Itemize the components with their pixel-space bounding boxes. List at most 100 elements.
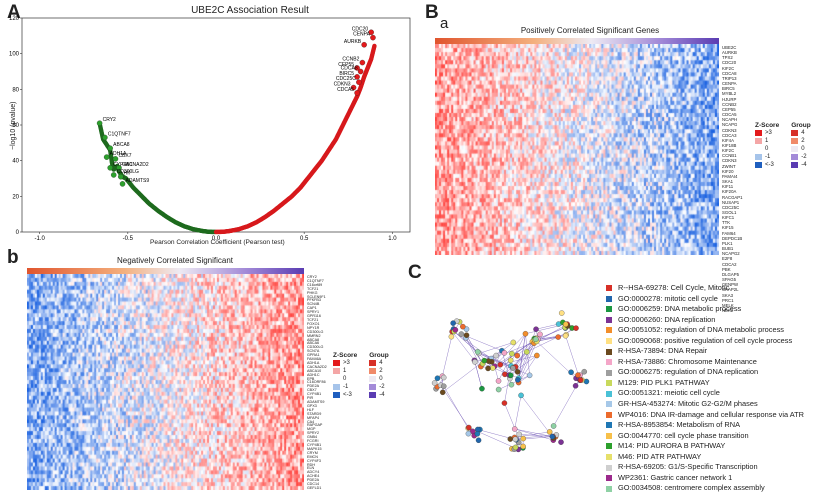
legend-item: M46: PID ATR PATHWAY [606, 452, 804, 463]
network-node [533, 326, 539, 332]
legend-swatch [606, 380, 612, 387]
network-node [511, 426, 518, 432]
gene-label: MYBL2 [722, 91, 737, 97]
chart-title: UBE2C Association Result [191, 5, 309, 16]
gene-label: MAPK15 [307, 446, 322, 451]
gene-label: SGOL1 [722, 210, 737, 215]
legend-swatch [606, 316, 612, 323]
gene-label: RAPGAP [307, 423, 323, 428]
legend-label: GO:0006259: DNA metabolic process [618, 304, 742, 314]
group-label: 4 [379, 360, 383, 366]
gene-label: CDKN3 [722, 158, 737, 164]
legend-swatch [606, 432, 612, 439]
network-node [485, 365, 491, 372]
network-node [508, 381, 515, 388]
x-tick-label: -1.0 [34, 236, 45, 242]
gene-label: CEP55 [722, 106, 736, 112]
group-label: 4 [801, 130, 805, 136]
network-node [520, 435, 527, 442]
gene-label: PHKG [307, 290, 318, 295]
network-node [439, 389, 446, 396]
network-node [522, 330, 529, 337]
x-tick-label: 0.5 [300, 236, 309, 242]
gene-label: PAMAI4 [722, 173, 738, 179]
gene-label: MFAP4 [307, 415, 320, 420]
labeled-point [356, 79, 362, 85]
heatmap-b-legend: Z-Score >3 1 0 -1 <-3 Group 4 2 0 -2 -4 [333, 352, 389, 399]
point-label: CDC20 [352, 26, 369, 32]
network-node [534, 352, 540, 359]
group-label: 2 [801, 138, 805, 144]
x-tick-label: 1.0 [388, 236, 397, 242]
network-node [510, 339, 517, 346]
gene-label: GEFLD1 [307, 485, 322, 490]
legend-label: R-HSA-69205: G1/S-Specific Transcription [618, 462, 758, 472]
zscore-label: >3 [765, 130, 772, 136]
legend-label: M14: PID AURORA B PATHWAY [618, 441, 726, 451]
legend-label: R-HSA-8953854: Metabolism of RNA [618, 420, 740, 430]
gene-label: PRC1 [722, 297, 734, 303]
labeled-point [354, 74, 360, 80]
labeled-point [118, 173, 124, 180]
gene-label: KIF11 [722, 184, 734, 190]
gene-label: CDC20 [722, 60, 737, 66]
network-node [469, 428, 476, 435]
network-node [507, 436, 514, 442]
legend-swatch [606, 295, 612, 302]
y-tick-label: 20 [12, 194, 19, 200]
network-node [512, 436, 519, 443]
labeled-point [359, 59, 366, 66]
y-tick-label: 120 [9, 16, 20, 22]
network-node [516, 431, 522, 438]
y-tick-label: 80 [12, 87, 19, 93]
gene-label: PDE2A [307, 478, 320, 483]
gene-label: TPX2 [722, 55, 733, 61]
gene-label: NCAPG [722, 122, 738, 128]
gene-label: EMCN [307, 454, 318, 459]
point-label: CDKN3 [334, 82, 351, 88]
network-node [479, 385, 485, 392]
legend-label: GO:0051052: regulation of DNA metabolic … [618, 325, 784, 335]
zscore-label: 0 [765, 146, 769, 152]
legend-label: R-HSA-73894: DNA Repair [618, 346, 708, 356]
labeled-point [119, 181, 126, 187]
gene-label: CDC14 [307, 482, 320, 487]
legend-swatch [606, 306, 612, 313]
legend-label: GO:0034508: centromere complex assembly [618, 483, 765, 493]
gene-label: PBK [722, 266, 731, 272]
gene-label: C16ORF86 [307, 380, 326, 385]
heatmap-a-legend: Z-Score >3 1 0 -1 <-3 Group 4 2 0 -2 -4 [755, 122, 811, 169]
gene-label: KIF2C [722, 65, 735, 71]
heatmap-a-title: Positively Correlated Significant Genes [520, 26, 660, 35]
legend-item: R--HSA-69278: Cell Cycle, Mitotic [606, 283, 804, 294]
point-label: CENPA [353, 32, 371, 38]
point-label: ADAMTS9 [126, 178, 150, 184]
legend-swatch [606, 475, 612, 482]
network-node [508, 372, 514, 379]
legend-label: GO:0090068: positive regulation of cell … [618, 335, 793, 345]
legend-label: GO:0051321: meiotic cell cycle [618, 388, 720, 398]
gene-label: KIF20A [722, 189, 737, 195]
group-label: 2 [379, 368, 383, 374]
gene-label: KIF20 [722, 168, 734, 174]
gene-label: SPRY2 [307, 431, 320, 436]
data-point [372, 43, 377, 49]
legend-item: GO:0006259: DNA metabolic process [606, 304, 804, 315]
point-label: CACNA2D2 [122, 162, 149, 168]
x-tick-label: 0.0 [212, 236, 221, 242]
legend-label: GO:0006260: DNA replication [618, 314, 716, 324]
labeled-point [354, 65, 360, 71]
gene-label: KIF4A [722, 137, 734, 143]
network-node [450, 320, 456, 326]
legend-swatch [606, 454, 612, 461]
point-label: CDCA8 [341, 66, 358, 72]
legend-label: R--HSA-69278: Cell Cycle, Mitotic [618, 283, 730, 292]
gene-label: SKA3 [722, 292, 733, 298]
group-label: -4 [379, 392, 385, 398]
heatmap-b-title: Negatively Correlated Significant [116, 256, 234, 265]
point-label: CEP55 [338, 62, 354, 68]
network-node [555, 334, 561, 340]
heatmap-a [435, 44, 719, 255]
network-node [514, 369, 521, 375]
